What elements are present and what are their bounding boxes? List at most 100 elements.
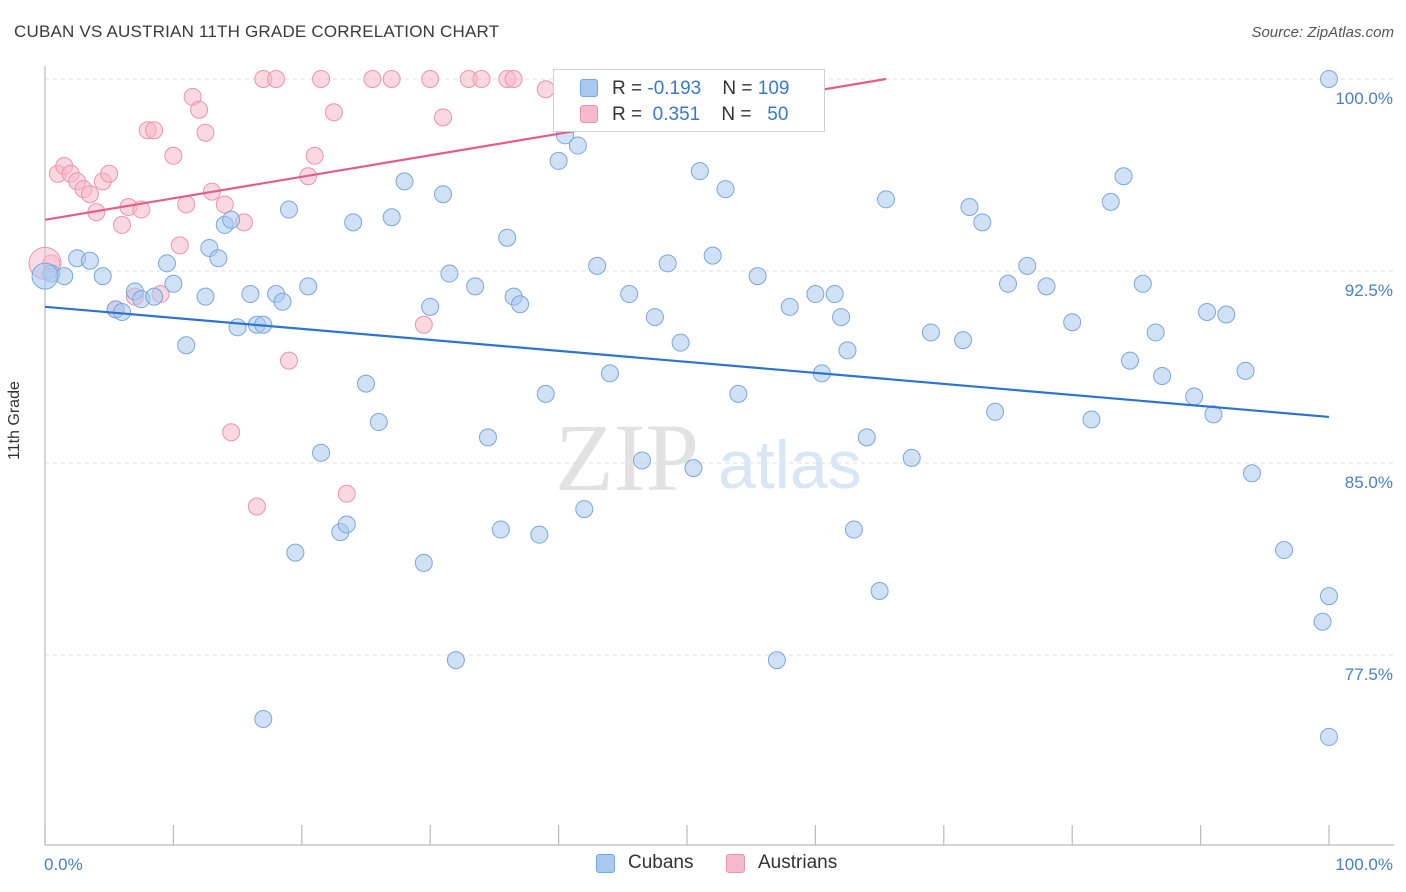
data-point-cubans (1114, 167, 1133, 186)
legend-r-value: 0.351 (652, 104, 701, 125)
data-point-cubans (1133, 274, 1152, 293)
data-point-austrians (215, 195, 234, 214)
x-tick-label: 0.0% (44, 855, 83, 874)
data-point-cubans (838, 341, 857, 360)
trend-line-cubans (44, 305, 1330, 419)
data-point-cubans (954, 331, 973, 350)
data-point-cubans (877, 190, 896, 209)
axes (44, 66, 1394, 846)
data-point-austrians (113, 215, 132, 234)
data-point-cubans (164, 274, 183, 293)
data-point-cubans (549, 151, 568, 170)
data-point-cubans (1037, 277, 1056, 296)
data-point-austrians (279, 351, 298, 370)
data-point-austrians (305, 146, 324, 165)
data-point-austrians (363, 70, 382, 88)
legend-r-label: R = (612, 78, 648, 99)
bottom-legend-label-cubans: Cubans (628, 852, 694, 873)
data-point-cubans (1275, 541, 1294, 560)
data-point-cubans (1063, 313, 1082, 332)
data-point-austrians (196, 123, 215, 142)
data-point-cubans (157, 254, 176, 273)
data-point-cubans (620, 285, 639, 304)
data-point-cubans (491, 520, 510, 539)
data-point-cubans (986, 402, 1005, 421)
data-point-austrians (434, 108, 453, 127)
data-point-austrians (145, 121, 164, 140)
data-point-cubans (1082, 410, 1101, 429)
data-point-cubans (1313, 612, 1332, 631)
data-point-cubans (1185, 387, 1204, 406)
data-point-cubans (536, 384, 555, 403)
data-point-cubans (209, 249, 228, 268)
data-point-cubans (1198, 302, 1217, 321)
legend-swatch-cubans (580, 79, 598, 97)
tick-labels: 77.5% 85.0% 92.5% 100.0% 0.0% 100.0% (44, 89, 1393, 874)
data-point-cubans (600, 364, 619, 383)
data-point-cubans (1320, 70, 1338, 88)
data-point-cubans (671, 333, 690, 352)
grid-lines (45, 78, 1394, 656)
data-point-cubans (511, 295, 530, 314)
y-tick-label: 85.0% (1345, 473, 1393, 492)
data-point-cubans (870, 582, 889, 600)
data-point-cubans (344, 213, 363, 232)
data-point-cubans (1320, 727, 1338, 746)
legend-text-cubans: R = -0.193 N = 109 (612, 78, 789, 100)
data-point-cubans (575, 500, 594, 519)
watermark-zip: ZIP (555, 404, 699, 511)
data-point-cubans (658, 254, 677, 273)
legend-n-value: 109 (757, 78, 790, 99)
legend-swatch-austrians (580, 105, 598, 123)
data-point-cubans (228, 318, 247, 337)
data-point-cubans (921, 323, 940, 342)
data-point-cubans (588, 256, 607, 275)
data-point-cubans (832, 308, 851, 327)
data-point-cubans (440, 264, 459, 283)
data-point-cubans (80, 251, 99, 270)
data-point-cubans (241, 285, 260, 304)
legend-n-label: N = (722, 78, 758, 99)
series-cubans (31, 70, 1338, 746)
data-point-cubans (498, 228, 517, 247)
data-point-cubans (31, 262, 59, 290)
data-point-cubans (645, 308, 664, 327)
bottom-legend-swatch-austrians (726, 854, 745, 873)
data-point-austrians (337, 484, 356, 503)
chart-title: CUBAN VS AUSTRIAN 11TH GRADE CORRELATION… (14, 22, 500, 41)
data-point-austrians (312, 70, 331, 88)
data-point-cubans (1018, 256, 1037, 275)
data-point-cubans (633, 451, 652, 470)
data-point-cubans (222, 210, 241, 229)
data-point-cubans (684, 459, 703, 478)
legend-r-value: -0.193 (647, 78, 702, 99)
data-point-cubans (273, 292, 292, 311)
data-point-cubans (145, 287, 164, 306)
data-point-cubans (960, 198, 979, 216)
data-point-cubans (177, 336, 196, 355)
data-point-cubans (395, 172, 414, 191)
legend-box: R = -0.193 N = 109 R = 0.351 N = 50 (553, 69, 825, 132)
legend-text-austrians: R = 0.351 N = 50 (612, 104, 788, 126)
data-point-cubans (857, 428, 876, 447)
y-axis-label: 11th Grade (6, 381, 23, 460)
data-point-cubans (466, 277, 485, 296)
data-point-cubans (1146, 323, 1165, 342)
data-point-cubans (1120, 351, 1139, 370)
data-point-cubans (254, 710, 273, 728)
data-point-cubans (748, 267, 767, 286)
data-point-austrians (222, 423, 241, 442)
data-point-cubans (286, 543, 305, 562)
data-point-austrians (247, 497, 266, 516)
data-point-cubans (312, 443, 331, 462)
data-point-austrians (421, 70, 440, 88)
data-point-cubans (530, 525, 549, 544)
data-point-austrians (80, 185, 99, 204)
data-point-cubans (421, 297, 440, 316)
data-point-cubans (382, 208, 401, 227)
data-point-cubans (1153, 366, 1172, 385)
source-label: Source: ZipAtlas.com (1251, 24, 1394, 41)
y-tick-label: 77.5% (1345, 665, 1393, 684)
data-point-austrians (177, 195, 196, 214)
bottom-legend-label-austrians: Austrians (758, 852, 838, 873)
